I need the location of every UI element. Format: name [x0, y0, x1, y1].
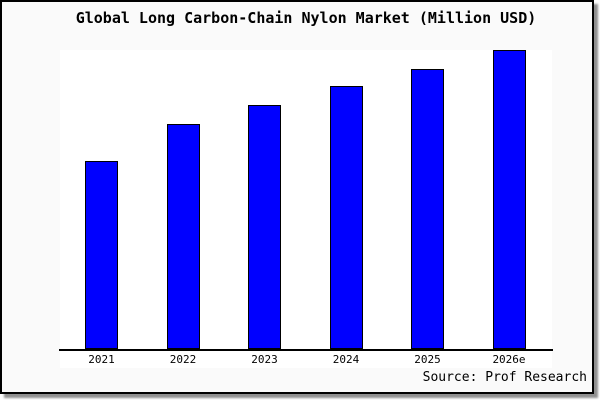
- bar-2026e: [492, 50, 526, 349]
- bar-2025: [411, 69, 444, 349]
- plot-area: 2021 2022 2023 2024 2025 2026e: [59, 50, 553, 368]
- bar-2022: [166, 124, 200, 349]
- x-tick-label-2025: 2025: [414, 353, 441, 366]
- chart-frame: Global Long Carbon-Chain Nylon Market (M…: [0, 0, 594, 394]
- bar-2023: [248, 105, 281, 349]
- x-tick-label-2026e: 2026e: [492, 353, 526, 366]
- x-axis-line: [59, 349, 553, 351]
- x-tick-label-2021: 2021: [88, 353, 115, 366]
- chart-title: Global Long Carbon-Chain Nylon Market (M…: [75, 9, 537, 27]
- source-credit: Source: Prof Research: [422, 370, 587, 385]
- bar-2024: [329, 86, 363, 349]
- bar-2021: [85, 161, 118, 349]
- x-tick-label-2022: 2022: [169, 353, 197, 366]
- x-tick-label-2024: 2024: [332, 353, 360, 366]
- x-tick-label-2023: 2023: [251, 353, 278, 366]
